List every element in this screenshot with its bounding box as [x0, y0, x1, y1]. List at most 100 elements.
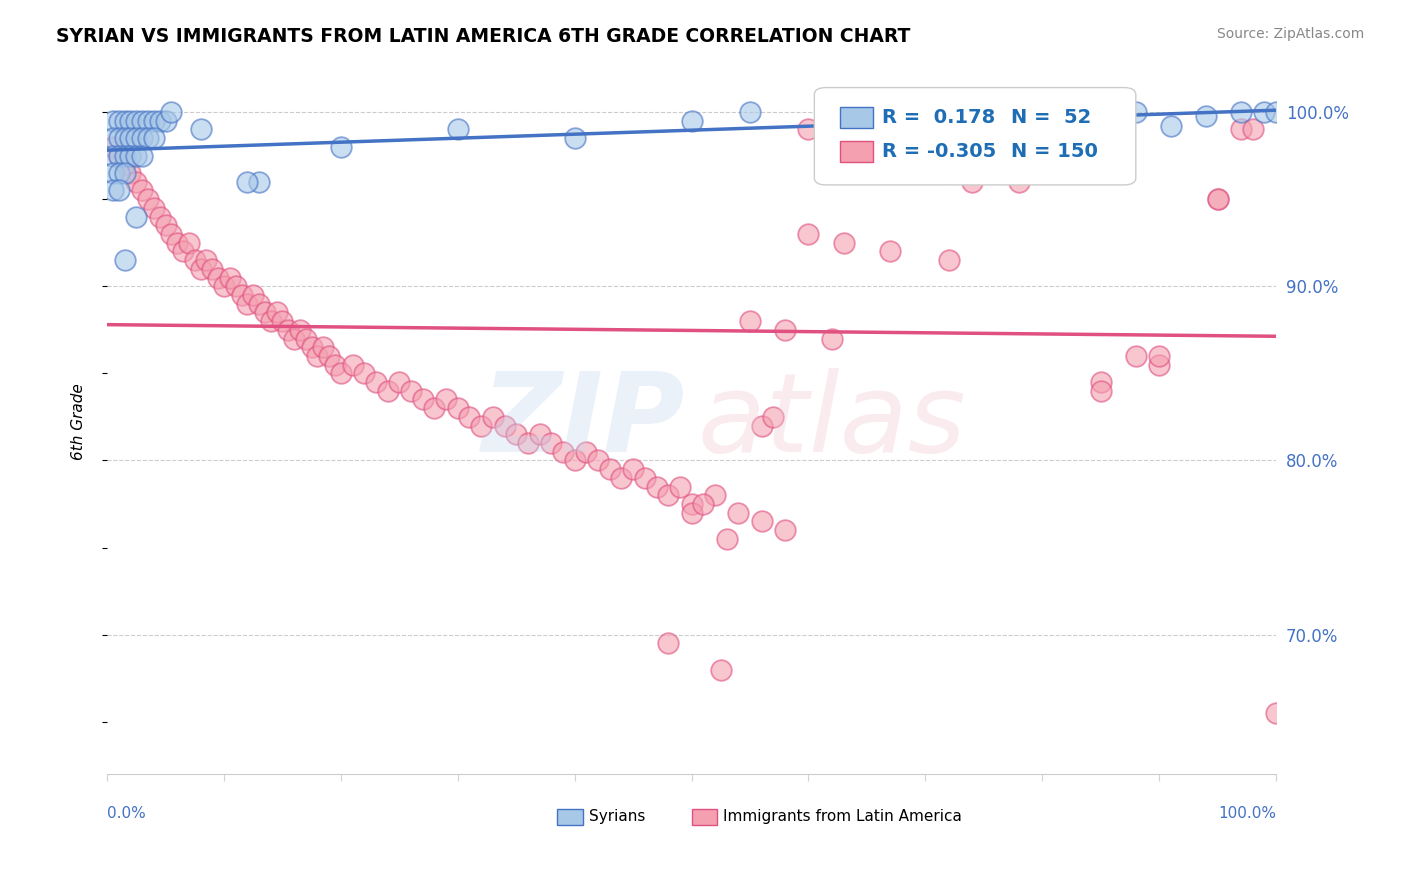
- FancyBboxPatch shape: [692, 809, 717, 825]
- Point: [125, 131, 148, 145]
- Point: [1090, 113, 1112, 128]
- Point: [212, 279, 235, 293]
- Point: [1253, 105, 1275, 120]
- Point: [177, 235, 200, 250]
- Point: [301, 340, 323, 354]
- Point: [201, 261, 224, 276]
- Point: [242, 288, 264, 302]
- Point: [107, 148, 129, 162]
- Point: [190, 261, 212, 276]
- Point: [797, 122, 820, 136]
- Point: [247, 296, 270, 310]
- Text: Source: ZipAtlas.com: Source: ZipAtlas.com: [1216, 27, 1364, 41]
- Point: [323, 358, 346, 372]
- Point: [131, 148, 153, 162]
- Point: [1230, 105, 1253, 120]
- Point: [107, 148, 129, 162]
- Point: [236, 296, 259, 310]
- Point: [914, 157, 936, 171]
- Point: [412, 392, 434, 407]
- Point: [1206, 192, 1229, 206]
- Text: 0.0%: 0.0%: [107, 805, 146, 821]
- Point: [494, 418, 516, 433]
- Point: [773, 323, 796, 337]
- Point: [423, 401, 446, 416]
- Point: [564, 453, 586, 467]
- Point: [236, 175, 259, 189]
- Point: [283, 332, 305, 346]
- Point: [1241, 122, 1264, 136]
- Point: [295, 332, 318, 346]
- Point: [101, 148, 124, 162]
- Point: [891, 113, 914, 128]
- Y-axis label: 6th Grade: 6th Grade: [72, 383, 86, 459]
- Point: [142, 201, 165, 215]
- Point: [184, 253, 207, 268]
- Point: [172, 244, 194, 259]
- Point: [101, 140, 124, 154]
- Point: [353, 367, 375, 381]
- Point: [1206, 192, 1229, 206]
- Point: [231, 288, 253, 302]
- Point: [551, 444, 574, 458]
- Point: [277, 323, 299, 337]
- Point: [377, 384, 399, 398]
- Point: [131, 131, 153, 145]
- Point: [482, 409, 505, 424]
- Point: [681, 113, 703, 128]
- Text: SYRIAN VS IMMIGRANTS FROM LATIN AMERICA 6TH GRADE CORRELATION CHART: SYRIAN VS IMMIGRANTS FROM LATIN AMERICA …: [56, 27, 911, 45]
- Point: [762, 409, 785, 424]
- Point: [125, 175, 148, 189]
- Point: [342, 358, 364, 372]
- Point: [253, 305, 276, 319]
- Point: [114, 113, 136, 128]
- Point: [149, 210, 172, 224]
- Point: [505, 427, 527, 442]
- Point: [107, 113, 129, 128]
- Point: [821, 122, 844, 136]
- Point: [329, 367, 352, 381]
- Point: [388, 375, 411, 389]
- Point: [564, 131, 586, 145]
- Point: [738, 314, 761, 328]
- Point: [821, 140, 844, 154]
- Point: [879, 244, 901, 259]
- Point: [101, 184, 124, 198]
- Point: [266, 305, 288, 319]
- Point: [821, 131, 844, 145]
- FancyBboxPatch shape: [839, 107, 873, 128]
- Point: [458, 409, 481, 424]
- Point: [399, 384, 422, 398]
- Point: [657, 488, 679, 502]
- Point: [120, 131, 142, 145]
- Point: [207, 270, 229, 285]
- Text: 100.0%: 100.0%: [1218, 805, 1277, 821]
- Point: [868, 157, 890, 171]
- Point: [634, 471, 657, 485]
- Text: atlas: atlas: [697, 368, 966, 475]
- Point: [149, 113, 172, 128]
- Point: [681, 497, 703, 511]
- Point: [645, 480, 668, 494]
- Point: [856, 157, 879, 171]
- Point: [1147, 349, 1170, 363]
- FancyBboxPatch shape: [839, 141, 873, 162]
- Point: [738, 105, 761, 120]
- Point: [575, 444, 598, 458]
- Point: [973, 166, 995, 180]
- Point: [434, 392, 457, 407]
- Point: [131, 184, 153, 198]
- Point: [142, 113, 165, 128]
- Point: [107, 184, 129, 198]
- Point: [599, 462, 621, 476]
- Point: [844, 148, 866, 162]
- Point: [938, 166, 960, 180]
- Point: [114, 148, 136, 162]
- Text: R = -0.305: R = -0.305: [882, 142, 997, 161]
- Point: [120, 166, 142, 180]
- Point: [586, 453, 609, 467]
- Point: [692, 497, 714, 511]
- Point: [1090, 384, 1112, 398]
- Point: [142, 131, 165, 145]
- Point: [832, 235, 855, 250]
